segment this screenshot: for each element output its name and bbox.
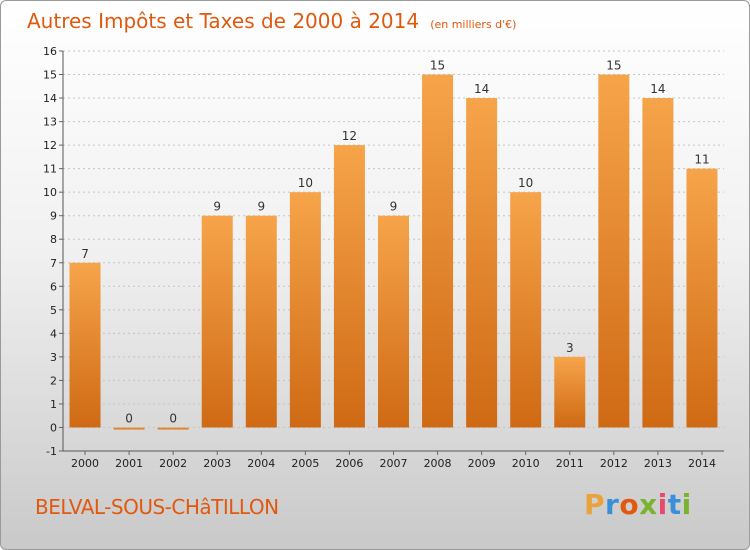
x-tick-label-2009: 2009	[468, 457, 496, 470]
bar-2014	[686, 168, 718, 428]
x-tick-label-2010: 2010	[512, 457, 540, 470]
x-tick-label-2002: 2002	[159, 457, 187, 470]
commune-name: BELVAL-SOUS-CHâTILLON	[35, 495, 279, 519]
bar-2005	[289, 192, 321, 428]
x-tick-label-2012: 2012	[600, 457, 628, 470]
y-tick-label: 16	[43, 45, 57, 58]
logo-letter: r	[605, 488, 620, 521]
x-tick-label-2003: 2003	[203, 457, 231, 470]
value-label-2000: 7	[81, 247, 89, 261]
logo-letter: o	[619, 488, 640, 521]
bar-2013	[642, 98, 674, 428]
y-tick-label: -1	[46, 445, 57, 458]
value-label-2012: 15	[606, 59, 621, 73]
bar-2000	[69, 262, 101, 428]
y-tick-label: 7	[50, 257, 57, 270]
value-label-2006: 12	[342, 129, 357, 143]
chart-subtitle: (en milliers d'€)	[430, 18, 517, 31]
bar-2009	[466, 98, 498, 428]
proxiti-logo: Proxiti	[584, 488, 692, 521]
bar-2003	[201, 215, 233, 428]
value-label-2007: 9	[390, 200, 398, 214]
bar-2002	[157, 427, 189, 430]
x-tick-label-2008: 2008	[424, 457, 452, 470]
y-tick-label: 14	[43, 92, 57, 105]
value-label-2008: 15	[430, 59, 445, 73]
value-label-2009: 14	[474, 82, 489, 96]
value-label-2003: 9	[213, 200, 221, 214]
value-label-2004: 9	[257, 200, 265, 214]
x-tick-label-2000: 2000	[71, 457, 99, 470]
y-tick-label: 11	[43, 163, 57, 176]
bar-2006	[333, 145, 365, 428]
logo-letter: x	[639, 488, 658, 521]
value-label-2010: 10	[518, 176, 533, 190]
value-label-2013: 14	[650, 82, 665, 96]
y-tick-label: 4	[50, 327, 57, 340]
x-tick-label-2007: 2007	[380, 457, 408, 470]
y-tick-label: 0	[50, 421, 57, 434]
bar-2007	[378, 215, 409, 428]
x-tick-label-2005: 2005	[291, 457, 319, 470]
y-tick-label: 12	[43, 139, 57, 152]
y-tick-label: 1	[50, 398, 57, 411]
x-tick-label-2013: 2013	[644, 457, 672, 470]
bar-2012	[598, 74, 630, 428]
bar-2008	[422, 74, 454, 428]
y-tick-label: 9	[50, 210, 57, 223]
logo-letter: P	[584, 488, 606, 521]
bar-2001	[113, 427, 145, 430]
value-label-2014: 11	[694, 153, 709, 167]
value-label-2001: 0	[125, 411, 133, 425]
x-tick-label-2006: 2006	[335, 457, 363, 470]
y-tick-label: 8	[50, 233, 57, 246]
value-label-2011: 3	[566, 341, 574, 355]
x-tick-label-2014: 2014	[688, 457, 716, 470]
logo-letter: i	[657, 488, 668, 521]
y-tick-label: 13	[43, 116, 57, 129]
bar-2011	[554, 356, 586, 428]
chart-title: Autres Impôts et Taxes de 2000 à 2014	[27, 9, 420, 33]
bar-2010	[510, 192, 542, 428]
x-tick-label-2011: 2011	[556, 457, 584, 470]
y-tick-label: 15	[43, 69, 57, 82]
logo-letter: i	[681, 488, 692, 521]
logo-letter: t	[667, 488, 682, 521]
y-tick-label: 10	[43, 186, 57, 199]
y-tick-label: 2	[50, 374, 57, 387]
y-tick-label: 3	[50, 351, 57, 364]
bar-2004	[245, 215, 277, 428]
x-tick-label-2004: 2004	[247, 457, 275, 470]
value-label-2005: 10	[298, 176, 313, 190]
x-tick-label-2001: 2001	[115, 457, 143, 470]
y-tick-label: 5	[50, 304, 57, 317]
y-tick-label: 6	[50, 280, 57, 293]
chart-title-row: Autres Impôts et Taxes de 2000 à 2014 (e…	[27, 9, 516, 33]
value-label-2002: 0	[169, 411, 177, 425]
